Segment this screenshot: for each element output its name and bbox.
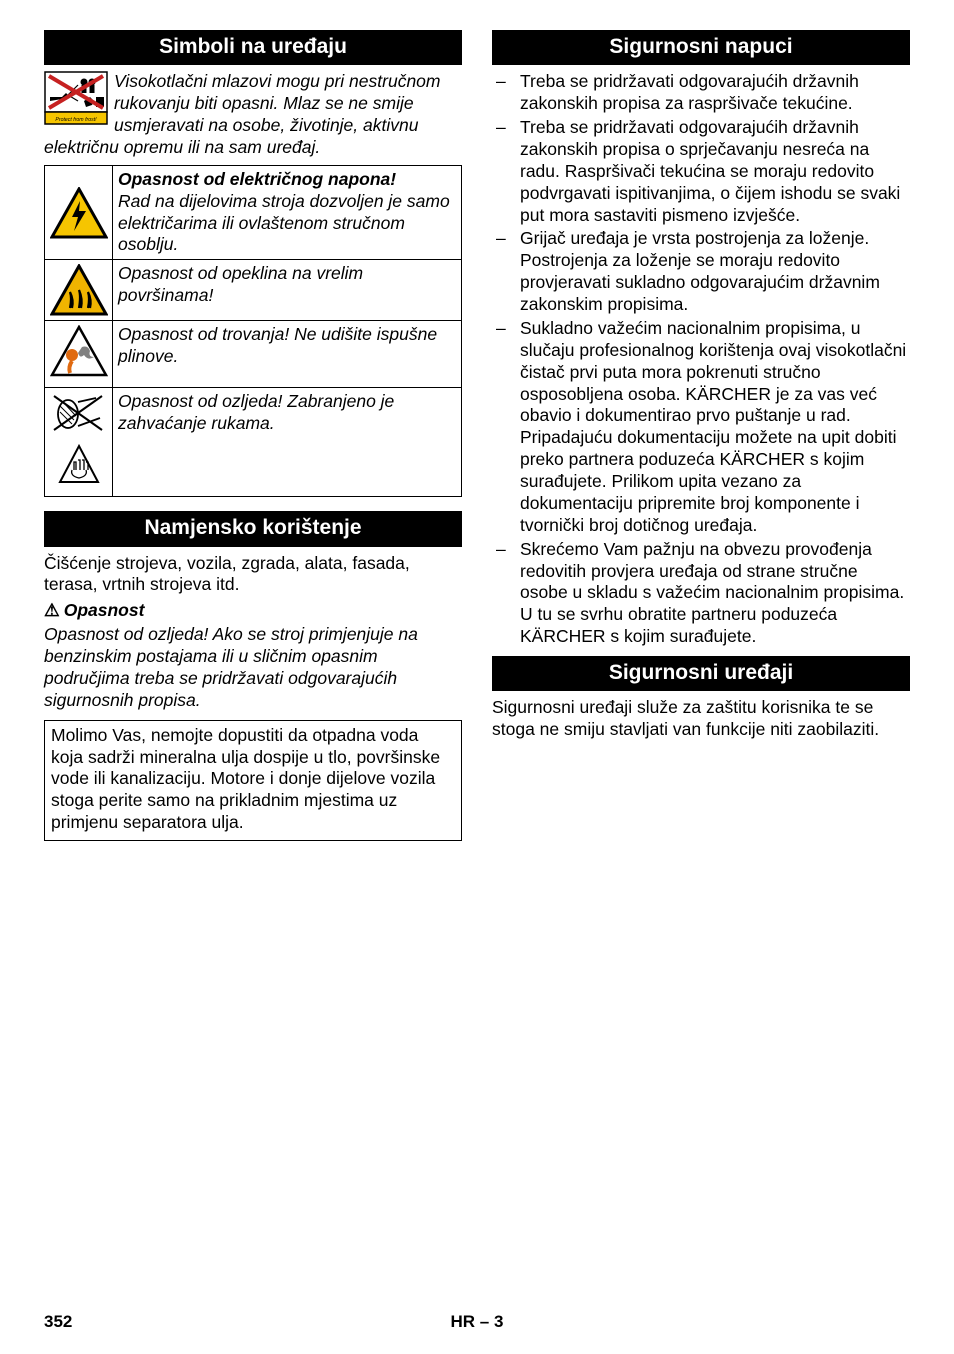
svg-text:Protect from frost!: Protect from frost!	[55, 117, 97, 123]
hazard-text-injury: Opasnost od ozljeda! Zabranjeno je zahva…	[113, 388, 462, 497]
hazard-icon-injury	[45, 388, 113, 497]
intro-paragraph: Protect from frost! Visokotlačni mlazovi…	[44, 71, 462, 159]
safety-devices-para: Sigurnosni uređaji služe za zaštitu kori…	[492, 697, 910, 741]
list-item: Grijač uređaja je vrsta postrojenja za l…	[492, 228, 910, 316]
hazard-icon-electric	[45, 165, 113, 260]
hazard-icon-burn	[45, 260, 113, 321]
list-item: Treba se pridržavati odgovarajućih držav…	[492, 71, 910, 115]
hazard-text-poison: Opasnost od trovanja! Ne udišite ispušne…	[113, 321, 462, 388]
danger-heading: ⚠Opasnost	[44, 600, 462, 622]
safety-notes-list: Treba se pridržavati odgovarajućih držav…	[492, 71, 910, 648]
footer-code: HR – 3	[0, 1311, 954, 1332]
warning-triangle-icon: ⚠	[44, 600, 60, 620]
section-header-safety-devices: Sigurnosni uređaji	[492, 656, 910, 691]
no-spray-icon: Protect from frost!	[44, 71, 108, 125]
hazard-text-burn: Opasnost od opeklina na vrelim površinam…	[113, 260, 462, 321]
page-footer: 352 HR – 3	[0, 1311, 954, 1332]
section-header-safety-notes: Sigurnosni napuci	[492, 30, 910, 65]
notice-text: Molimo Vas, nemojte dopustiti da otpadna…	[51, 725, 440, 833]
section-header-use: Namjensko korištenje	[44, 511, 462, 546]
list-item: Sukladno važećim nacionalnim propisima, …	[492, 318, 910, 537]
danger-body: Opasnost od ozljeda! Ako se stroj primje…	[44, 624, 462, 712]
hazard-table: Opasnost od električnog napona! Rad na d…	[44, 165, 462, 498]
list-item: Treba se pridržavati odgovarajućih držav…	[492, 117, 910, 226]
hazard-icon-poison	[45, 321, 113, 388]
notice-box: Molimo Vas, nemojte dopustiti da otpadna…	[44, 720, 462, 841]
hazard-text-electric: Opasnost od električnog napona! Rad na d…	[113, 165, 462, 260]
list-item: Skrećemo Vam pažnju na obvezu provođenja…	[492, 539, 910, 648]
section-header-symbols: Simboli na uređaju	[44, 30, 462, 65]
use-paragraph: Čišćenje strojeva, vozila, zgrada, alata…	[44, 553, 462, 597]
